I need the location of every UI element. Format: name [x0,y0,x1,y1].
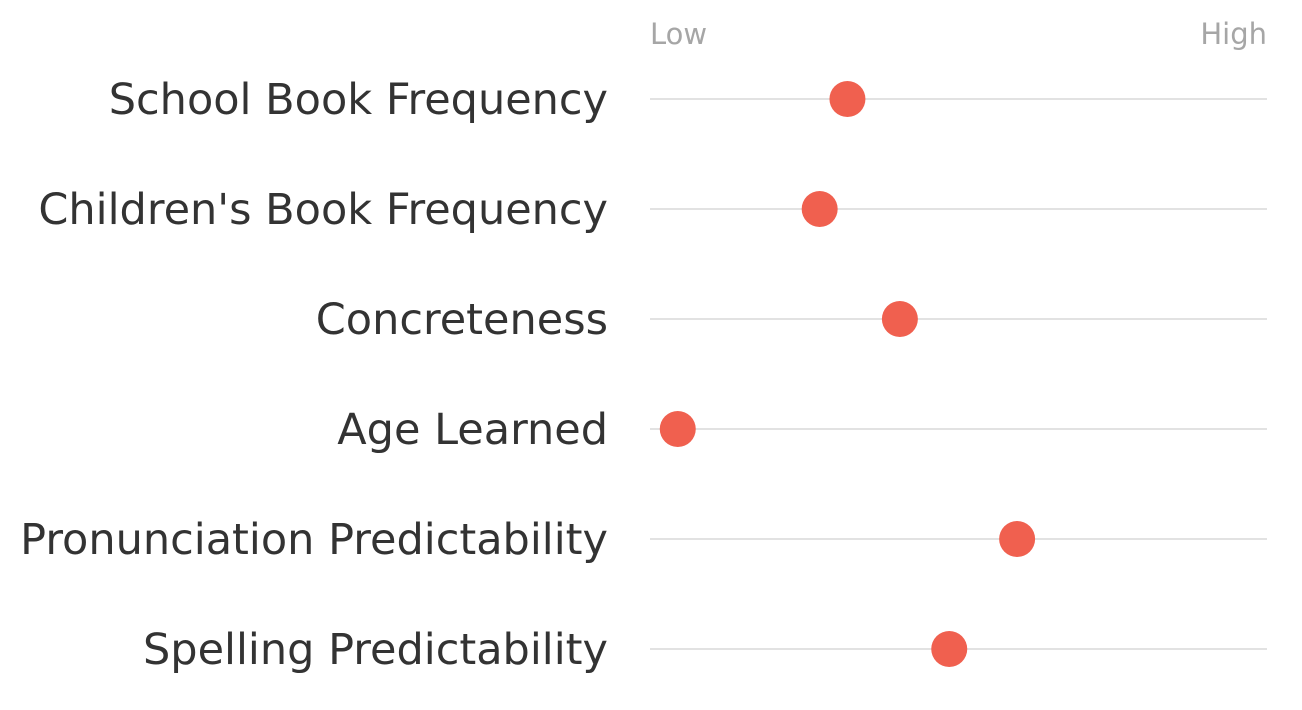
scale-low-label: Low [650,17,707,51]
data-point-dot [999,521,1036,557]
data-point-dot [829,81,866,117]
scale-high-label: High [1200,17,1267,51]
data-point-dot [881,301,918,337]
row-label: Children's Book Frequency [38,185,608,235]
row-label: Age Learned [337,405,608,455]
row-label: Pronunciation Predictability [20,515,608,565]
row-label: Spelling Predictability [143,625,608,675]
row-label: Concreteness [316,295,608,345]
row-label: School Book Frequency [109,75,608,125]
chart-rows: School Book Frequency Children's Book Fre… [20,75,1267,675]
data-point-dot [801,191,838,227]
data-point-dot [659,411,696,447]
data-point-dot [931,631,968,667]
